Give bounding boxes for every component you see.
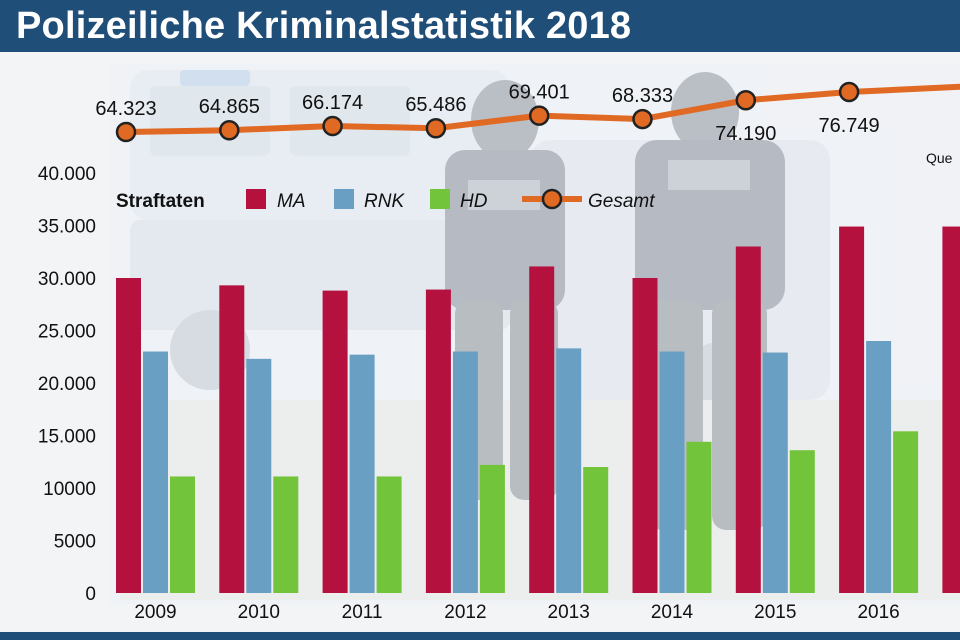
bar-rnk-2013 (556, 348, 582, 593)
bar-ma-2016 (839, 226, 865, 594)
y-tick-label: 20.000 (38, 374, 96, 395)
legend-swatch-ma (246, 189, 266, 209)
y-tick-label: 35.000 (38, 217, 96, 238)
bar-hd-2016 (893, 431, 919, 593)
gesamt-point-2015 (735, 89, 757, 111)
x-tick-label: 2015 (754, 602, 796, 623)
legend-title: Straftaten (116, 191, 205, 212)
bar-hd-2014 (686, 441, 712, 593)
y-axis: 0 5000 10000 15.000 20.000 25.000 30.000 35.000… (38, 164, 96, 605)
gesamt-value-label: 66.174 (302, 92, 363, 114)
bar-hd-2012 (479, 464, 505, 593)
bottom-bar (0, 632, 960, 640)
bar-hd-2009 (170, 476, 195, 593)
legend-swatch-rnk (334, 189, 354, 209)
bar-rnk-2016 (866, 341, 892, 593)
bar-ma-2011 (322, 290, 348, 593)
title-bar: Polizeiliche Kriminalstatistik 2018 (0, 0, 960, 52)
gesamt-point-2014 (632, 108, 653, 130)
bar-ma-2012 (425, 289, 451, 593)
bar-ma-2015 (735, 246, 761, 593)
gesamt-value-label: 64.323 (95, 98, 156, 120)
bar-ma-2014 (632, 278, 658, 593)
page-title: Polizeiliche Kriminalstatistik 2018 (16, 5, 632, 47)
y-tick-label: 30.000 (38, 269, 96, 290)
gesamt-point-2012 (425, 117, 447, 139)
gesamt-point-2013 (528, 105, 550, 126)
y-tick-label: 25.000 (38, 322, 96, 343)
x-tick-label: 2011 (342, 602, 383, 623)
bars (116, 226, 960, 594)
gesamt-value-label: 68.333 (612, 85, 673, 107)
legend-label-ma: MA (277, 191, 306, 212)
x-axis: 200920102011201220132014201520162 (134, 602, 899, 623)
gesamt-line: 64.323 64.865 66.174 65.486 69.401 68.333 74.1… (95, 81, 960, 145)
gesamt-value-label: 69.401 (509, 82, 570, 104)
y-tick-label: 15.000 (38, 427, 96, 448)
gesamt-point-2011 (322, 115, 343, 137)
x-tick-label: 2010 (238, 602, 280, 623)
gesamt-value-label: 65.486 (405, 94, 466, 116)
x-tick-label: 2012 (444, 602, 486, 623)
gesamt-value-label: 76.749 (819, 115, 880, 137)
legend: Straftaten MA RNK HD Gesamt (116, 188, 655, 212)
bar-hd-2015 (789, 450, 815, 593)
bar-rnk-2009 (143, 351, 168, 593)
bar-rnk-2011 (349, 354, 375, 593)
x-tick-label: 2009 (134, 602, 176, 623)
x-tick-label: 2013 (548, 602, 590, 623)
bar-ma-2017 (942, 226, 960, 594)
chart: 0 5000 10000 15.000 20.000 25.000 30.000 35.000… (38, 64, 960, 623)
legend-label-hd: HD (460, 191, 488, 212)
y-tick-label: 10000 (43, 479, 96, 500)
gesamt-point-2016 (838, 81, 860, 103)
x-tick-label: 2016 (857, 602, 899, 623)
x-tick-label: 2014 (651, 602, 694, 623)
bar-hd-2011 (376, 476, 402, 593)
gesamt-value-label: 64.865 (199, 96, 260, 118)
y-tick-label: 0 (85, 584, 96, 605)
bar-hd-2013 (583, 467, 609, 593)
bar-hd-2010 (273, 476, 299, 593)
y-tick-label: 40.000 (38, 164, 96, 185)
legend-swatch-hd (430, 189, 450, 209)
bar-ma-2010 (219, 285, 245, 593)
gesamt-value-label: 74.190 (715, 123, 776, 145)
legend-label-rnk: RNK (364, 191, 405, 212)
gesamt-point-2009 (115, 121, 137, 143)
bar-rnk-2010 (246, 358, 272, 593)
source-note: Que (926, 150, 953, 166)
bar-ma-2013 (529, 266, 555, 593)
y-tick-label: 5000 (54, 532, 96, 553)
gesamt-point-2010 (219, 119, 240, 141)
bar-rnk-2015 (762, 352, 788, 593)
bar-rnk-2014 (659, 351, 685, 593)
bar-ma-2009 (116, 278, 141, 593)
legend-label-gesamt: Gesamt (588, 191, 655, 212)
legend-marker-gesamt (541, 188, 563, 210)
bar-rnk-2012 (452, 351, 478, 593)
